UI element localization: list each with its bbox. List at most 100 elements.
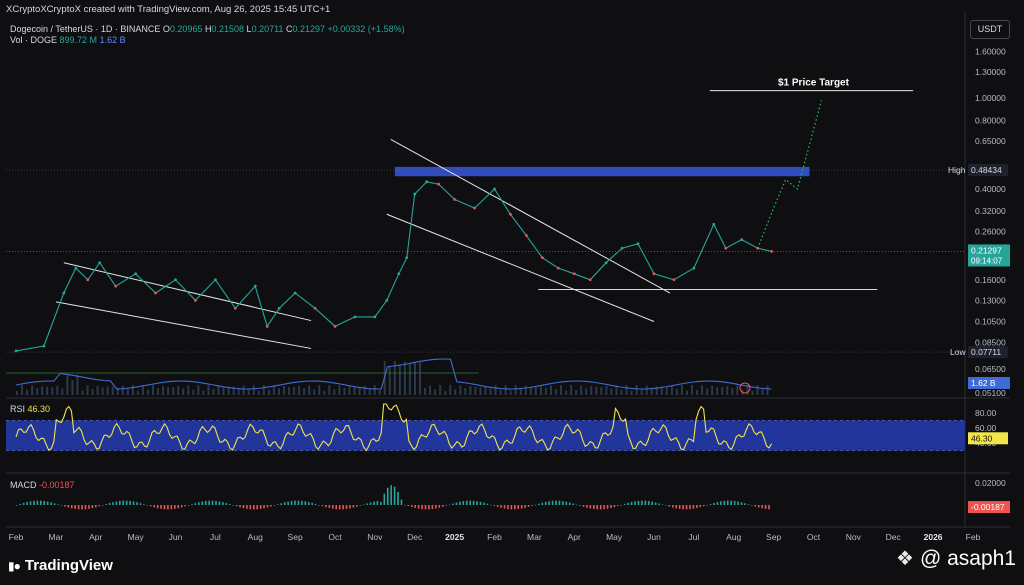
volume-bar	[555, 389, 558, 395]
macd-histogram-bar	[170, 505, 173, 510]
last-price-tag: 0.21297	[971, 245, 1002, 255]
price-point	[636, 242, 640, 246]
macd-histogram-bar	[713, 502, 715, 505]
x-tick-label: Dec	[886, 532, 902, 542]
volume-bar	[237, 387, 240, 395]
x-tick-label: Apr	[89, 532, 102, 542]
macd-histogram-bar	[246, 505, 248, 509]
macd-histogram-bar	[94, 505, 97, 508]
volume-bar	[721, 386, 724, 395]
volume-bar	[272, 385, 275, 395]
macd-histogram-bar	[603, 505, 605, 510]
macd-histogram-bar	[562, 501, 564, 505]
volume-bar	[56, 385, 59, 395]
price-point	[313, 306, 317, 310]
macd-histogram-bar	[551, 500, 554, 505]
volume-bar	[111, 386, 114, 395]
macd-histogram-bar	[359, 505, 362, 506]
x-tick-label: Sep	[766, 532, 781, 542]
macd-histogram-bar	[81, 505, 83, 510]
close-label: C	[285, 24, 293, 34]
macd-histogram-bar	[565, 501, 568, 505]
macd-histogram-bar	[764, 505, 767, 509]
attribution-text: XCryptoXCryptoX created with TradingView…	[6, 4, 331, 15]
y-tick-label: 0.08500	[975, 337, 1006, 347]
macd-histogram-bar	[311, 502, 313, 505]
macd-histogram-bar	[620, 504, 623, 506]
volume-bar	[539, 386, 542, 395]
macd-histogram-bar	[589, 505, 592, 509]
volume-bar	[51, 387, 54, 395]
macd-histogram-bar	[304, 501, 307, 505]
x-tick-label: 2026	[924, 532, 943, 542]
macd-histogram-bar	[163, 505, 166, 510]
macd-histogram-bar	[493, 505, 496, 506]
macd-legend[interactable]: MACD -0.00187	[10, 480, 75, 490]
price-point	[672, 278, 676, 282]
volume-bar	[373, 385, 376, 395]
x-tick-label: Aug	[726, 532, 741, 542]
macd-histogram-bar	[352, 505, 355, 508]
macd-histogram-bar	[630, 501, 633, 505]
volume-bar	[640, 389, 643, 395]
volume-bar	[388, 366, 391, 395]
macd-histogram-bar	[98, 505, 101, 507]
low-value: 0.20711	[251, 24, 284, 34]
volume-bar	[313, 389, 316, 395]
volume-bar	[620, 389, 623, 395]
price-point	[540, 256, 544, 260]
macd-histogram-bar	[335, 505, 338, 510]
volume-bar	[162, 386, 165, 395]
volume-bar	[182, 388, 185, 395]
macd-tag: -0.00187	[971, 502, 1005, 512]
macd-histogram-bar	[469, 500, 471, 505]
volume-bar	[353, 386, 356, 395]
volume-bar	[348, 386, 351, 395]
volume-bar	[756, 385, 759, 395]
volume-bar	[403, 361, 406, 395]
macd-histogram-bar	[441, 505, 444, 507]
x-tick-label: Dec	[407, 532, 423, 542]
macd-histogram-bar	[757, 505, 760, 508]
volume-label: Vol · DOGE	[10, 35, 58, 45]
macd-histogram-bar	[754, 505, 757, 507]
open-value: 0.20965	[169, 24, 203, 34]
macd-histogram-bar	[404, 504, 406, 506]
macd-histogram-bar	[541, 502, 544, 505]
high-tag-value: 0.48434	[971, 165, 1002, 175]
volume-bar	[509, 390, 512, 395]
macd-histogram-bar	[356, 505, 358, 507]
volume-ma-tag-bg	[968, 377, 1010, 389]
macd-value: -0.00187	[39, 480, 75, 490]
macd-histogram-bar	[91, 505, 94, 509]
x-tick-label: Apr	[568, 532, 581, 542]
volume-ma-line	[15, 358, 772, 390]
macd-histogram-bar	[26, 502, 28, 505]
macd-histogram-bar	[599, 505, 602, 510]
tradingview-brand[interactable]: ▮● TradingView	[8, 557, 113, 574]
macd-histogram-bar	[524, 505, 526, 508]
macd-histogram-bar	[132, 501, 135, 505]
volume-bar	[761, 389, 764, 395]
macd-histogram-bar	[548, 501, 550, 505]
macd-histogram-bar	[514, 505, 516, 510]
macd-histogram-bar	[125, 500, 128, 505]
y-tick-label: 0.32000	[975, 206, 1006, 216]
macd-histogram-bar	[647, 501, 650, 505]
macd-histogram-bar	[617, 505, 619, 507]
currency-button[interactable]: USDT	[970, 20, 1010, 39]
macd-histogram-bar	[496, 505, 499, 507]
volume-bar	[76, 375, 79, 395]
volume-bar	[696, 390, 699, 395]
rsi-legend[interactable]: RSI 46.30	[10, 404, 50, 414]
volume-legend[interactable]: Vol · DOGE 899.72 M 1.62 B	[10, 35, 126, 45]
macd-histogram-bar	[709, 503, 712, 505]
symbol-legend[interactable]: Dogecoin / TetherUS · 1D · BINANCE O0.20…	[10, 24, 405, 34]
macd-histogram-bar	[228, 504, 231, 505]
macd-histogram-bar	[421, 505, 423, 510]
macd-histogram-bar	[641, 500, 643, 505]
macd-histogram-bar	[575, 504, 578, 506]
volume-bar	[378, 390, 381, 395]
macd-histogram-bar	[465, 500, 468, 505]
